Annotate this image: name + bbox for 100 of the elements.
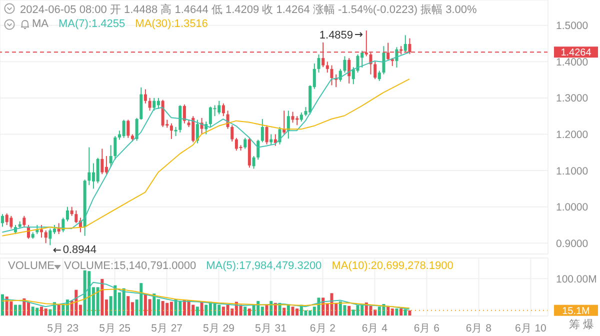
bar	[204, 304, 208, 316]
y-tick-label: 1.0000	[556, 202, 588, 214]
y-tick-label: 0.9000	[556, 238, 588, 250]
bar	[166, 302, 169, 316]
x-tick-label: 6月 4	[362, 322, 388, 334]
candlestick	[282, 110, 286, 135]
x-tick-label: 6月 10	[514, 322, 547, 334]
candlestick	[222, 102, 225, 117]
candlestick	[122, 119, 126, 138]
x-tick-label: 5月 25	[99, 322, 131, 334]
bar	[148, 299, 152, 316]
bar	[178, 301, 182, 316]
text: 筹 爆	[568, 318, 594, 332]
bar	[18, 304, 22, 316]
bar	[26, 302, 30, 316]
candlestick	[265, 124, 268, 145]
bar	[31, 306, 34, 316]
y-tick-label: 100.00M	[556, 273, 597, 286]
candlestick	[291, 111, 294, 124]
candlestick	[88, 146, 91, 186]
bar	[161, 301, 164, 316]
bar	[140, 283, 143, 316]
candlestick	[1, 214, 4, 228]
candlestick	[10, 215, 13, 230]
candlestick	[182, 104, 186, 124]
candlestick	[317, 54, 320, 74]
bar	[244, 306, 247, 316]
y-tick-label: 1.3000	[556, 92, 588, 105]
candlestick	[44, 230, 48, 244]
bar	[218, 304, 221, 316]
x-tick-label: 6月 6	[414, 322, 440, 334]
candlestick	[286, 110, 290, 140]
candlestick	[326, 61, 329, 74]
y-tick-label: 1.5000	[556, 20, 588, 32]
text: MA(5):17,984,479.3200	[206, 260, 322, 272]
x-tick-label: 6月 8	[466, 322, 492, 334]
x-tick-label: 5月 31	[255, 322, 287, 334]
bar	[408, 310, 412, 316]
bar	[170, 302, 173, 316]
line-series	[2, 78, 410, 236]
candlestick	[100, 148, 104, 175]
ref-line-label: 15.1M	[562, 306, 590, 317]
bar	[192, 304, 195, 316]
bar	[343, 305, 346, 316]
x-tick-label: 6月 2	[310, 322, 336, 334]
annotation: 2024-06-05 08:00 开 1.4488 高 1.4644 低 1.4209 收 1.4264 涨幅 -1.54%(-0.0223) 振幅 3.00%	[20, 2, 477, 17]
candlestick	[378, 70, 381, 82]
candlestick	[114, 136, 117, 160]
annotation: VOLUME	[8, 260, 54, 272]
candlestick	[5, 212, 8, 226]
candlestick	[374, 61, 377, 80]
bar	[44, 308, 48, 316]
x-tick-label: 5月 23	[47, 322, 79, 334]
x-tick-label: 5月 29	[203, 322, 235, 334]
bar	[83, 270, 86, 316]
annotation: 0.8944	[62, 244, 96, 256]
candlestick	[404, 34, 407, 54]
annotation: 1.4859	[319, 30, 354, 42]
bar	[400, 308, 403, 316]
text: MA(30):1.3516	[135, 18, 208, 30]
bar	[378, 306, 381, 316]
bar	[96, 287, 100, 316]
text: MA(10):20,699,278.1900	[332, 260, 454, 272]
candlestick	[192, 116, 195, 143]
y-tick-label: 1.2000	[556, 128, 588, 141]
candlestick	[109, 144, 112, 168]
candlestick	[148, 97, 152, 112]
bar	[348, 306, 351, 316]
candlestick	[260, 118, 264, 143]
candlestick	[382, 46, 386, 75]
bar	[356, 305, 360, 316]
bar	[304, 310, 308, 316]
candlestick	[135, 117, 138, 142]
bar	[291, 306, 294, 316]
bar	[57, 304, 60, 316]
text: MA(7):1.4255	[58, 18, 126, 30]
candlestick	[96, 157, 100, 184]
series-label: VOLUME:15,140,791.0000	[64, 260, 196, 272]
bar	[126, 296, 130, 316]
candlestick	[300, 112, 303, 122]
candlestick	[152, 97, 156, 112]
candlestick	[343, 56, 346, 74]
candlestick	[196, 119, 199, 144]
y-tick-label: 1.4000	[556, 56, 588, 68]
bar	[369, 306, 372, 316]
candlestick	[52, 224, 56, 235]
bar	[100, 278, 104, 316]
bar	[88, 271, 91, 316]
candlestick	[156, 97, 160, 110]
candlestick	[57, 222, 60, 235]
candlestick	[104, 156, 108, 175]
candlestick	[256, 139, 260, 160]
x-tick-label: 5月 27	[151, 322, 183, 334]
candlestick	[244, 137, 247, 150]
candlestick	[178, 104, 182, 133]
annotation: MA	[32, 18, 48, 30]
bar	[226, 304, 230, 316]
candlestick	[218, 100, 221, 115]
bar	[196, 306, 199, 316]
candlestick	[330, 64, 334, 86]
